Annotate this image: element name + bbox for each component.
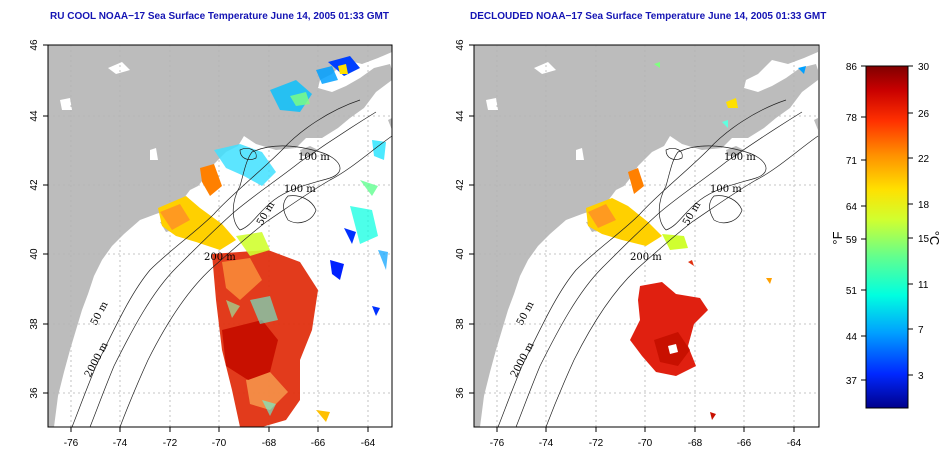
left-lat-tick: 42 (29, 179, 40, 191)
colorbar-f-tick: 59 (846, 235, 858, 246)
left-sst-data (158, 56, 388, 427)
colorbar-f-tick: 51 (846, 286, 858, 297)
right-lon-tick: -74 (539, 438, 554, 449)
right-lon-tick: -72 (589, 438, 604, 449)
right-land (474, 45, 818, 427)
left-map-title: RU COOL NOAA−17 Sea Surface Temperature … (50, 11, 389, 22)
colorbar-f-tick: 44 (846, 332, 858, 343)
celsius-label: °C (927, 231, 942, 246)
colorbar-f-tick: 37 (846, 376, 858, 387)
colorbar-f-tick: 71 (846, 156, 858, 167)
left-lat-tick: 44 (29, 110, 40, 122)
colorbar-c-tick: 26 (918, 109, 930, 120)
right-sst-data (586, 62, 806, 420)
left-lat-tick: 40 (29, 248, 40, 260)
right-lat-tick: 46 (455, 39, 466, 51)
colorbar-c-tick: 7 (918, 325, 924, 336)
left-contour-label-200m: 200 m (204, 252, 236, 263)
left-map-frame (47, 44, 393, 428)
left-lon-tick: -68 (262, 438, 277, 449)
left-lat-tick: 46 (29, 39, 40, 51)
left-lat-tick: 36 (29, 387, 40, 399)
colorbar-c-tick: 22 (918, 154, 930, 165)
right-contour-label-200m: 200 m (630, 252, 662, 263)
left-contour-label-100m-south: 100 m (284, 184, 316, 195)
right-map-title: DECLOUDED NOAA−17 Sea Surface Temperatur… (470, 11, 827, 22)
right-contour-label-100m-south: 100 m (710, 184, 742, 195)
colorbar-c-tick: 11 (918, 280, 929, 291)
fahrenheit-label: °F (830, 231, 845, 244)
temperature-colorbar: 86 78 71 64 59 51 44 37 30 26 22 18 15 1… (830, 62, 942, 409)
colorbar-c-tick: 18 (918, 200, 930, 211)
left-map-panel: 100 m 100 m 50 m 200 m 50 m 2000 m -76 -… (29, 39, 393, 449)
left-lat-tick: 38 (29, 318, 40, 330)
right-map-panel: 100 m 100 m 50 m 200 m 50 m 2000 m -76 -… (455, 39, 820, 449)
left-land (48, 45, 392, 427)
colorbar-c-tick: 15 (918, 234, 930, 245)
colorbar-f-tick: 86 (846, 62, 858, 73)
right-lat-tick: 36 (455, 387, 466, 399)
right-lon-tick: -76 (490, 438, 505, 449)
left-lon-tick: -70 (212, 438, 227, 449)
right-lon-tick: -68 (688, 438, 703, 449)
colorbar-f-tick: 78 (846, 113, 858, 124)
right-map-frame (473, 44, 820, 428)
left-lon-tick: -72 (163, 438, 178, 449)
colorbar-gradient (865, 65, 909, 409)
left-lon-tick: -66 (311, 438, 326, 449)
right-lon-tick: -64 (787, 438, 802, 449)
colorbar-c-tick: 3 (918, 371, 924, 382)
right-lat-tick: 44 (455, 110, 466, 122)
right-lon-tick: -66 (737, 438, 752, 449)
colorbar-f-tick: 64 (846, 202, 858, 213)
left-contour-label-100m-north: 100 m (298, 152, 330, 163)
right-lat-tick: 40 (455, 248, 466, 260)
right-lat-tick: 38 (455, 318, 466, 330)
left-lon-tick: -76 (64, 438, 79, 449)
colorbar-c-tick: 30 (918, 62, 930, 73)
right-lat-tick: 42 (455, 179, 466, 191)
left-lon-tick: -74 (113, 438, 128, 449)
right-contour-label-100m-north: 100 m (724, 152, 756, 163)
right-lon-tick: -70 (638, 438, 653, 449)
left-lon-tick: -64 (361, 438, 376, 449)
